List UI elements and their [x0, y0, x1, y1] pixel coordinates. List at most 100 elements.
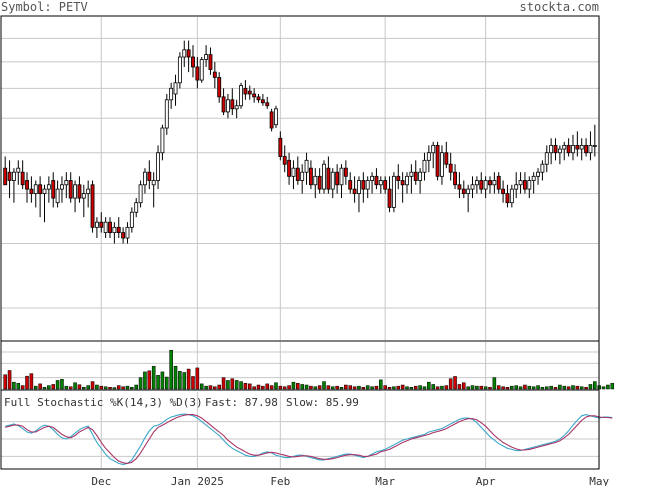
candle-body — [81, 193, 86, 199]
volume-bar — [488, 387, 492, 390]
volume-bar — [571, 385, 575, 390]
candle-body — [186, 49, 191, 58]
candle-body — [488, 180, 492, 186]
candle-body — [42, 188, 47, 194]
volume-bar — [553, 387, 558, 390]
candle-body — [3, 167, 8, 186]
candle-body — [199, 59, 204, 81]
volume-bar — [138, 377, 143, 390]
candle-body — [435, 144, 440, 177]
stochastic-panel: Full Stochastic %K(14,3) %D(3) Fast: 87.… — [0, 389, 613, 470]
site-link[interactable]: stockta.com — [520, 0, 599, 14]
volume-bar — [352, 386, 357, 390]
volume-bar — [558, 384, 562, 390]
volume-bar — [492, 377, 497, 390]
volume-bar — [256, 384, 261, 390]
volume-bar — [431, 384, 435, 390]
candle-body — [361, 180, 366, 190]
volume-bar — [121, 386, 125, 390]
candle-body — [278, 137, 283, 157]
volume-bar — [199, 383, 204, 390]
volume-bar — [392, 386, 396, 390]
volume-bar — [606, 384, 610, 390]
volume-bar — [562, 385, 567, 390]
volume-bar — [191, 376, 195, 390]
candle-body — [557, 148, 562, 154]
candle-body — [448, 163, 453, 173]
candle-body — [68, 180, 73, 199]
volume-bar — [496, 385, 501, 390]
candle-body — [191, 56, 195, 68]
volume-bar — [230, 378, 235, 390]
volume-bar — [457, 384, 462, 390]
volume-bar — [213, 386, 217, 390]
volume-bar — [42, 387, 47, 390]
slow-legend: Slow: 85.99 — [286, 396, 359, 409]
candle-body — [496, 175, 501, 190]
candle-body — [243, 87, 248, 95]
volume-bar — [584, 387, 588, 390]
candle-body — [588, 144, 593, 154]
candle-body — [11, 171, 16, 181]
volume-bar — [470, 385, 475, 390]
candle-body — [413, 171, 418, 181]
candle-body — [540, 163, 545, 173]
volume-bar — [7, 370, 12, 390]
x-axis-labels: Dec Jan 2025 Feb Mar Apr May — [91, 475, 609, 486]
volume-bar — [514, 385, 518, 390]
candle-body — [252, 93, 257, 98]
candle-body — [383, 180, 388, 190]
candle-body — [217, 76, 222, 98]
candle-body — [160, 127, 165, 154]
candle-body — [584, 144, 589, 154]
candle-body — [173, 82, 178, 95]
volume-bar — [12, 381, 16, 390]
candle-body — [108, 221, 112, 234]
volume-bar — [151, 365, 156, 390]
candle-body — [322, 163, 326, 190]
candle-body — [422, 159, 427, 173]
candle-body — [164, 99, 169, 129]
candle-body — [129, 211, 134, 228]
volume-bar — [510, 385, 514, 390]
candle-body — [335, 171, 340, 186]
volume-bar — [208, 385, 213, 390]
volume-bar — [440, 385, 444, 390]
symbol-label: Symbol: PETV — [1, 0, 88, 14]
volume-bar — [103, 386, 108, 390]
volume-bar — [55, 380, 60, 390]
volume-bar — [243, 383, 248, 390]
candle-body — [230, 99, 235, 110]
volume-bar — [287, 385, 291, 390]
candle-body — [103, 221, 108, 234]
volume-bar — [226, 380, 230, 390]
volume-bar — [505, 387, 510, 390]
candle-body — [16, 167, 21, 173]
volume-bar — [147, 370, 152, 390]
candle-body — [466, 188, 471, 194]
candle-body — [7, 171, 12, 181]
volume-bar — [261, 385, 265, 390]
candle-body — [400, 180, 405, 186]
volume-bar — [400, 384, 405, 390]
volume-grid — [1, 342, 600, 389]
candle-body — [549, 144, 554, 154]
candle-body — [405, 175, 409, 186]
volume-bar — [82, 387, 86, 390]
volume-bar — [134, 384, 138, 390]
volume-bar — [361, 387, 366, 390]
volume-bar — [527, 385, 532, 390]
volume-bar — [575, 385, 580, 390]
candle-body — [195, 66, 200, 81]
candle-body — [431, 144, 436, 154]
candle-body — [204, 54, 209, 60]
volume-bar — [165, 376, 169, 390]
volume-bar — [99, 385, 104, 390]
candle-body — [348, 180, 353, 190]
volume-bar — [108, 387, 112, 390]
volume-bar — [204, 385, 208, 390]
candle-body — [536, 171, 540, 177]
candle-body — [33, 184, 38, 194]
candle-body — [339, 167, 344, 186]
volume-bar — [344, 384, 348, 390]
